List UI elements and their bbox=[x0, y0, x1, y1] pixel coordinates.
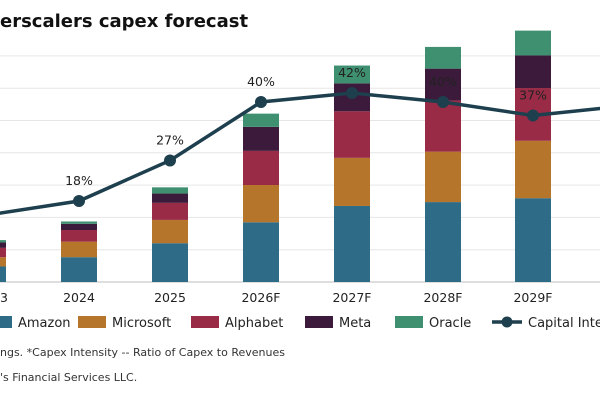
legend-marker-capital-intensity bbox=[501, 316, 513, 328]
line-point-2026f bbox=[255, 96, 267, 108]
line-point-2027f bbox=[346, 87, 358, 99]
gridlines bbox=[0, 55, 600, 283]
capital-intensity-path bbox=[0, 91, 600, 215]
bar-microsoft-2025 bbox=[152, 219, 188, 244]
legend-swatch-microsoft bbox=[78, 316, 106, 328]
bar-microsoft-3 bbox=[0, 257, 6, 267]
line-point-2024 bbox=[73, 195, 85, 207]
data-label-2027f: 42% bbox=[338, 65, 366, 80]
bar-amazon-2025 bbox=[152, 243, 188, 282]
bar-microsoft-2026f bbox=[243, 185, 279, 223]
data-label-2028f: 40% bbox=[429, 74, 457, 89]
bar-oracle-2026f bbox=[243, 113, 279, 127]
bar-microsoft-2027f bbox=[334, 157, 370, 206]
legend-swatch-oracle bbox=[395, 316, 423, 328]
bar-oracle-2027f bbox=[334, 65, 370, 84]
footnote-sources: ngs. *Capex Intensity -- Ratio of Capex … bbox=[0, 346, 285, 359]
bar-amazon-2029f bbox=[515, 198, 551, 282]
x-axis-ticks: 3 2024 2025 2026F 2027F 2028F 2029F bbox=[0, 290, 553, 305]
bar-microsoft-2029f bbox=[515, 140, 551, 199]
legend-label-amazon: Amazon bbox=[18, 316, 71, 331]
capital-intensity-line: 18% 27% 40% 42% 40% 37% bbox=[0, 65, 600, 215]
legend-label-oracle: Oracle bbox=[429, 316, 471, 331]
bar-amazon-3 bbox=[0, 266, 6, 282]
legend-swatch-meta bbox=[305, 316, 333, 328]
bar-oracle-2029f bbox=[515, 30, 551, 56]
bar-oracle-3 bbox=[0, 240, 6, 243]
bar-oracle-2024 bbox=[61, 221, 97, 224]
legend-label-alphabet: Alphabet bbox=[225, 316, 283, 331]
data-label-2029f: 37% bbox=[519, 88, 547, 103]
line-point-2028f bbox=[437, 96, 449, 108]
bar-amazon-2024 bbox=[61, 257, 97, 282]
bar-meta-2029f bbox=[515, 55, 551, 89]
bar-alphabet-2028f bbox=[425, 100, 461, 152]
x-tick-2028f: 2028F bbox=[423, 290, 462, 305]
bar-amazon-2026f bbox=[243, 222, 279, 282]
line-point-2025 bbox=[164, 154, 176, 167]
bar-amazon-2027f bbox=[334, 205, 370, 282]
bar-meta-2026f bbox=[243, 126, 279, 151]
legend-swatch-alphabet bbox=[191, 316, 219, 328]
bar-alphabet-2025 bbox=[152, 202, 188, 220]
bar-meta-3 bbox=[0, 242, 6, 248]
data-label-2024: 18% bbox=[65, 173, 93, 188]
legend-label-capital-intensity: Capital Inte bbox=[528, 316, 600, 331]
legend-swatch-amazon bbox=[0, 316, 12, 328]
bar-alphabet-2027f bbox=[334, 111, 370, 158]
bar-microsoft-2024 bbox=[61, 241, 97, 258]
x-tick-2025: 2025 bbox=[154, 290, 186, 305]
x-tick-2027f: 2027F bbox=[332, 290, 371, 305]
bar-alphabet-2026f bbox=[243, 150, 279, 186]
data-label-2025: 27% bbox=[156, 133, 184, 148]
data-label-2026f: 40% bbox=[247, 74, 275, 89]
footnote-credit: 's Financial Services LLC. bbox=[0, 371, 137, 384]
bar-meta-2025 bbox=[152, 193, 188, 203]
stacked-bars bbox=[0, 30, 551, 282]
bar-alphabet-3 bbox=[0, 247, 6, 258]
bar-meta-2028f bbox=[425, 68, 461, 101]
chart-title: erscalers capex forecast bbox=[0, 11, 248, 32]
bar-oracle-2028f bbox=[425, 46, 461, 69]
bar-alphabet-2024 bbox=[61, 230, 97, 242]
legend-label-meta: Meta bbox=[339, 316, 371, 331]
line-point-2029f bbox=[527, 109, 539, 122]
bar-amazon-2028f bbox=[425, 202, 461, 282]
x-tick-2024: 2024 bbox=[63, 290, 95, 305]
x-tick-2029f: 2029F bbox=[513, 290, 552, 305]
bar-oracle-2025 bbox=[152, 187, 188, 194]
x-tick-3: 3 bbox=[0, 290, 8, 305]
bar-meta-2024 bbox=[61, 223, 97, 231]
legend: Amazon Microsoft Alphabet Meta Oracle Capital… bbox=[0, 316, 600, 331]
x-tick-2026f: 2026F bbox=[241, 290, 280, 305]
legend-label-microsoft: Microsoft bbox=[112, 316, 171, 331]
bar-microsoft-2028f bbox=[425, 151, 461, 203]
